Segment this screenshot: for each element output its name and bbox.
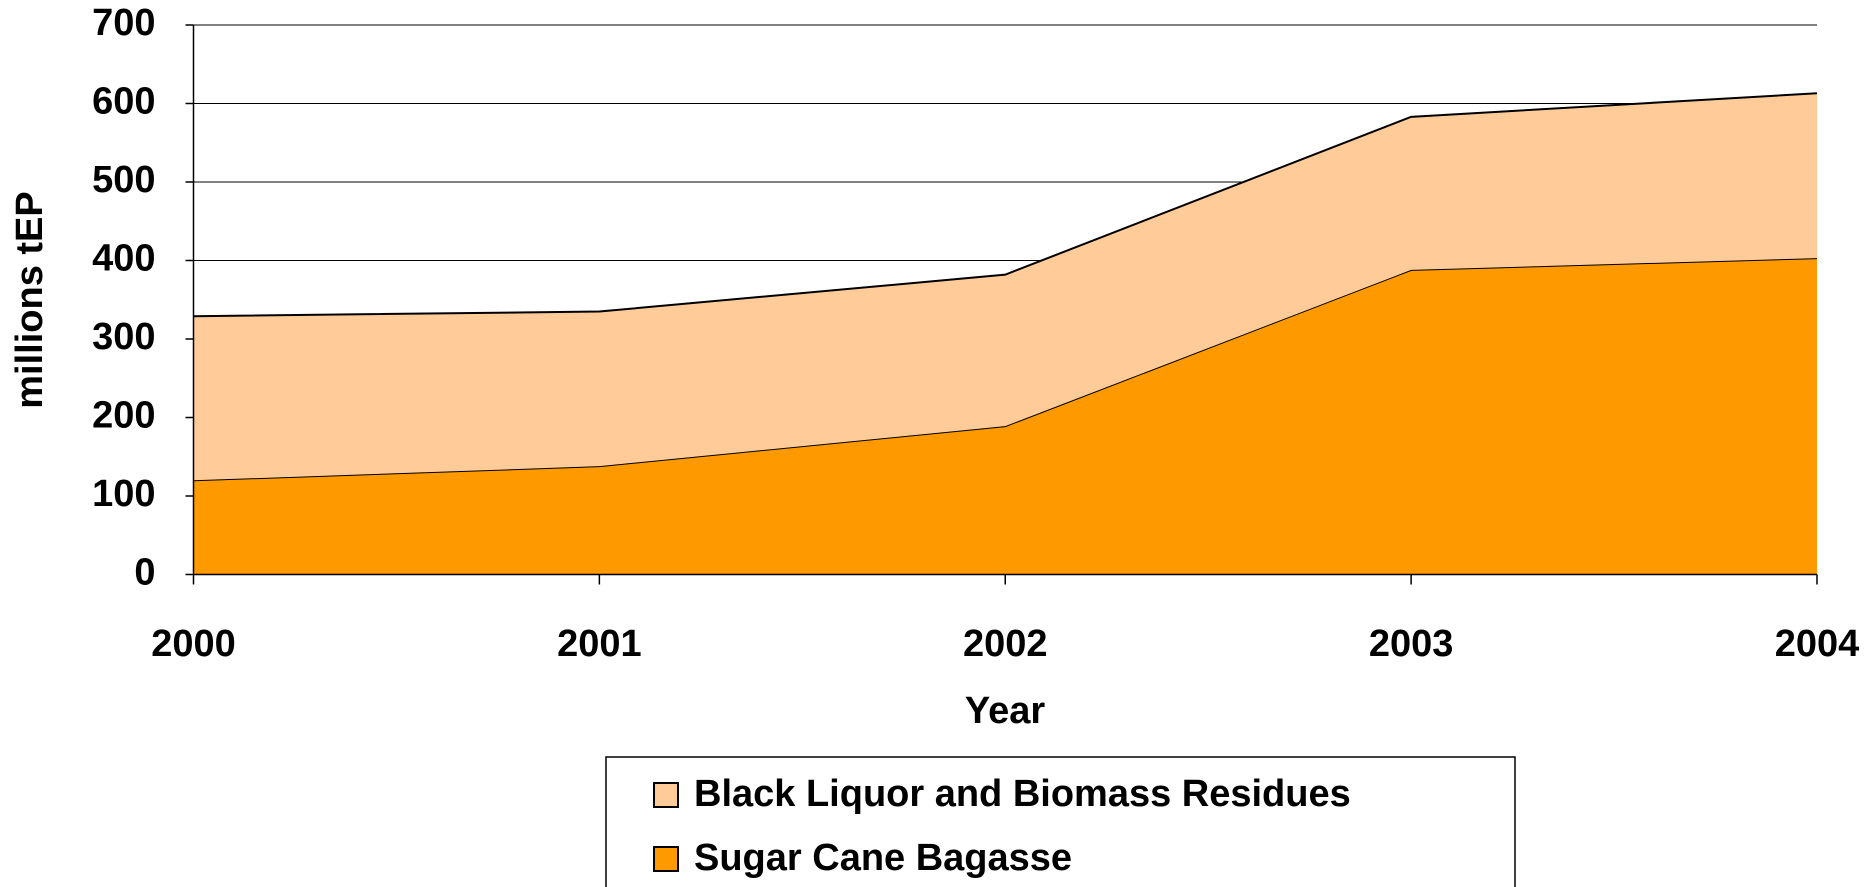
y-tick-label: 100 <box>92 473 155 515</box>
legend-swatch <box>654 847 678 871</box>
legend-label: Sugar Cane Bagasse <box>694 837 1072 879</box>
y-tick-label: 400 <box>92 238 155 280</box>
x-tick-label: 2001 <box>557 623 642 665</box>
y-axis-label: millions tEP <box>9 191 51 408</box>
y-tick-label: 700 <box>92 2 155 44</box>
y-tick-label: 200 <box>92 395 155 437</box>
y-tick-label: 500 <box>92 159 155 201</box>
legend-label: Black Liquor and Biomass Residues <box>694 773 1351 815</box>
x-tick-label: 2002 <box>963 623 1048 665</box>
x-tick-label: 2003 <box>1369 623 1454 665</box>
x-tick-label: 2000 <box>151 623 236 665</box>
y-tick-label: 300 <box>92 316 155 358</box>
legend-swatch <box>654 783 678 807</box>
x-tick-label: 2004 <box>1775 623 1860 665</box>
y-tick-label: 600 <box>92 81 155 123</box>
y-tick-label: 0 <box>134 552 155 594</box>
x-axis-label: Year <box>965 690 1046 732</box>
chart: millions tEP Year 0 100 200 300 400 500 600 700… <box>0 0 1873 887</box>
